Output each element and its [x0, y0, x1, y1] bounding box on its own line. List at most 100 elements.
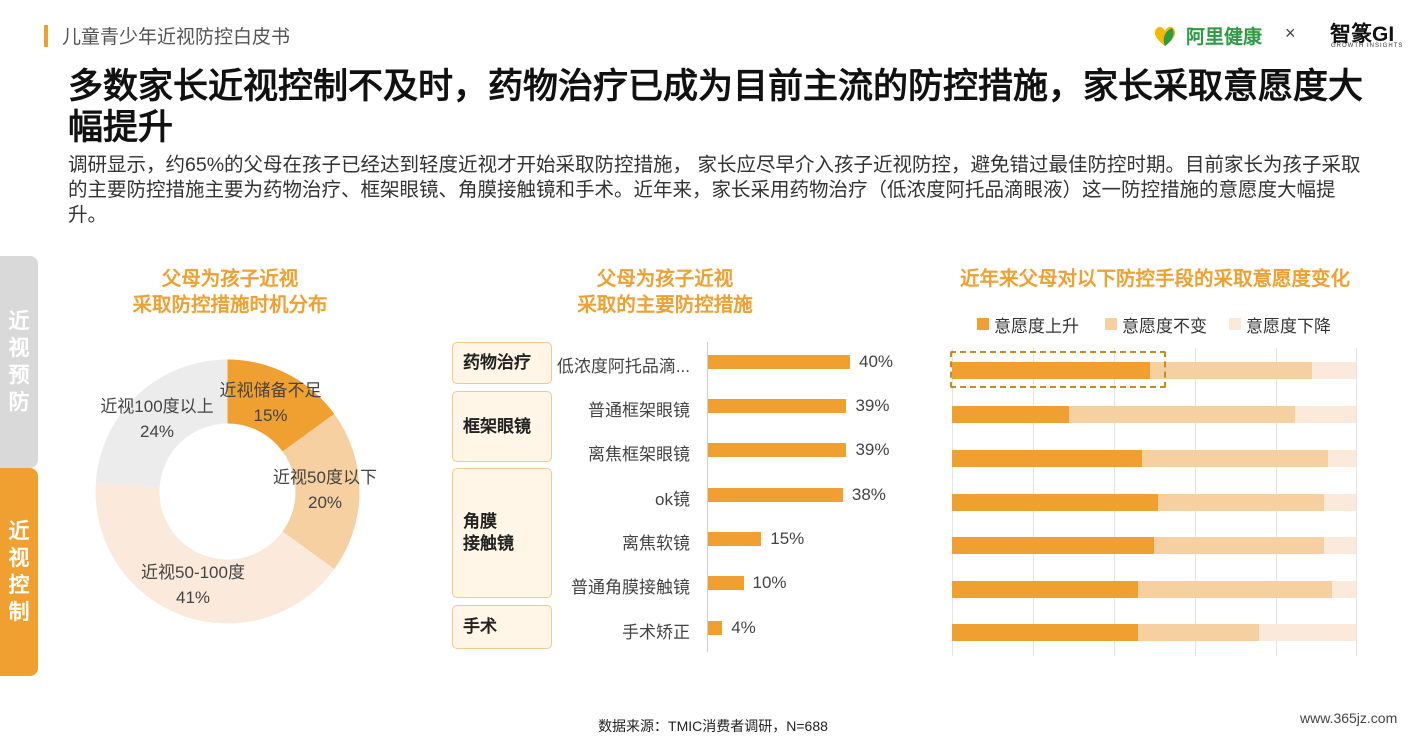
donut-slice-0 — [227, 359, 335, 452]
stack-row-6-same — [1137, 624, 1260, 641]
stack-row-4 — [952, 537, 1356, 554]
measure-bar-4 — [708, 532, 762, 546]
timing-donut-chart — [95, 359, 360, 624]
side-tab-control[interactable]: 近视控制 — [0, 468, 38, 676]
stack-row-3 — [952, 494, 1356, 511]
measures-axis-line — [707, 342, 708, 652]
measure-label-5: 普通角膜接触镜 — [571, 578, 690, 597]
donut-label-slice-2: 近视50-100度 41% — [128, 560, 258, 610]
measure-value-2: 39% — [855, 440, 890, 459]
donut-slice-2 — [95, 483, 335, 624]
stack-row-1-up — [952, 406, 1070, 423]
stack-row-5-same — [1137, 581, 1332, 598]
donut-slice-2-value: 41% — [175, 588, 211, 607]
donut-chart-title: 父母为孩子近视 采取防控措施时机分布 — [110, 266, 350, 318]
donut-slice-2-name: 近视50-100度 — [141, 563, 245, 582]
measure-value-1: 39% — [855, 396, 890, 415]
measure-label-3: ok镜 — [655, 490, 690, 509]
brand2-name: 智篆GI — [1330, 23, 1395, 46]
stack-row-0-up — [952, 362, 1150, 379]
stack-row-1 — [952, 406, 1356, 423]
stack-row-1-down — [1295, 406, 1356, 423]
measure-bar-5 — [708, 576, 744, 590]
brand2-subtitle: GROWTH INSIGHTS — [1331, 43, 1404, 49]
legend-swatch-same — [1105, 318, 1117, 330]
stack-row-6 — [952, 624, 1356, 641]
watermark: www.365jz.com — [1300, 710, 1398, 726]
legend-swatch-down — [1229, 318, 1241, 330]
measure-bar-1 — [708, 399, 847, 413]
category-frame-glasses-label: 框架眼镜 — [463, 416, 531, 436]
measure-value-0: 40% — [859, 352, 894, 371]
intro-paragraph: 调研显示，约65%的父母在孩子已经达到轻度近视才开始采取防控措施， 家长应尽早介… — [68, 154, 1361, 226]
measure-value-4: 15% — [770, 529, 805, 548]
measures-chart-title: 父母为孩子近视 采取的主要防控措施 — [555, 266, 775, 318]
stack-row-0 — [952, 362, 1356, 379]
measure-label-0: 低浓度阿托品滴... — [556, 357, 690, 376]
data-source-note: 数据来源：TMIC消费者调研，N=688 — [598, 718, 828, 734]
donut-slice-3-value: 24% — [139, 422, 175, 441]
stack-row-3-down — [1323, 494, 1356, 511]
donut-slice-1 — [282, 413, 360, 570]
donut-slice-0-value: 15% — [253, 406, 288, 425]
measure-value-3: 38% — [851, 485, 886, 504]
legend-label-up: 意愿度上升 — [994, 317, 1079, 336]
title-accent-bar — [44, 25, 48, 47]
legend-label-same: 意愿度不变 — [1122, 317, 1207, 336]
side-tab-control-label: 近视控制 — [8, 520, 30, 624]
stack-row-2 — [952, 450, 1356, 467]
side-tab-prevention-label: 近视预防 — [8, 310, 30, 414]
page-headline: 多数家长近视控制不及时，药物治疗已成为目前主流的防控措施，家长采取意愿度大幅提升 — [68, 67, 1364, 147]
brand-name: 阿里健康 — [1186, 27, 1263, 48]
brand-separator: × — [1285, 23, 1296, 43]
gridline-100 — [1356, 348, 1357, 656]
measure-bar-0 — [708, 355, 850, 369]
donut-slice-3-name: 近视100度以上 — [100, 397, 214, 416]
measure-label-1: 普通框架眼镜 — [588, 401, 690, 420]
side-tab-prevention[interactable]: 近视预防 — [0, 256, 38, 468]
measure-label-6: 手术矫正 — [622, 623, 690, 642]
measures-title-line2: 采取的主要防控措施 — [577, 294, 753, 316]
stack-row-2-down — [1327, 450, 1356, 467]
donut-slice-1-value: 20% — [307, 493, 343, 512]
measure-label-4: 离焦软镜 — [622, 534, 690, 553]
stack-row-3-up — [952, 494, 1159, 511]
willingness-chart-title: 近年来父母对以下防控手段的采取意愿度变化 — [959, 268, 1350, 290]
stack-row-2-same — [1141, 450, 1328, 467]
stack-row-4-up — [952, 537, 1154, 554]
alihealth-logo-icon — [1154, 26, 1176, 46]
document-title: 儿童青少年近视防控白皮书 — [62, 27, 291, 48]
legend-label-down: 意愿度下降 — [1246, 317, 1331, 336]
stack-row-5-down — [1331, 581, 1356, 598]
stack-row-0-same — [1149, 362, 1312, 379]
measure-bar-3 — [708, 488, 843, 502]
category-drug-label: 药物治疗 — [463, 353, 531, 372]
donut-title-line1: 父母为孩子近视 — [161, 268, 299, 290]
category-surgery-label: 手术 — [463, 617, 497, 636]
measure-value-6: 4% — [731, 618, 756, 637]
category-contact-lens-line1: 角膜 — [463, 512, 497, 531]
stack-row-2-up — [952, 450, 1142, 467]
category-contact-lens: 角膜 接触镜 — [452, 468, 552, 598]
stack-row-0-down — [1311, 362, 1356, 379]
category-contact-lens-line2: 接触镜 — [463, 534, 514, 553]
measures-title-line1: 父母为孩子近视 — [596, 268, 734, 290]
stack-row-6-up — [952, 624, 1138, 641]
category-drug: 药物治疗 — [452, 342, 552, 384]
donut-slice-3 — [95, 359, 228, 488]
stack-row-3-same — [1158, 494, 1324, 511]
measure-bar-6 — [708, 621, 723, 635]
legend-swatch-up — [977, 318, 989, 330]
donut-slice-0-name: 近视储备不足 — [219, 381, 322, 400]
measure-label-2: 离焦框架眼镜 — [588, 445, 690, 464]
measure-bar-2 — [708, 443, 847, 457]
category-frame-glasses: 框架眼镜 — [452, 391, 552, 462]
donut-label-slice-3: 近视100度以上 24% — [92, 394, 222, 444]
measure-value-5: 10% — [752, 573, 787, 592]
donut-label-slice-1: 近视50度以下 20% — [265, 465, 385, 515]
donut-title-line2: 采取防控措施时机分布 — [132, 294, 328, 316]
donut-slice-1-name: 近视50度以下 — [273, 468, 377, 487]
stack-row-4-same — [1154, 537, 1324, 554]
highlight-dashed-box — [950, 351, 1166, 388]
stack-row-1-same — [1069, 406, 1296, 423]
